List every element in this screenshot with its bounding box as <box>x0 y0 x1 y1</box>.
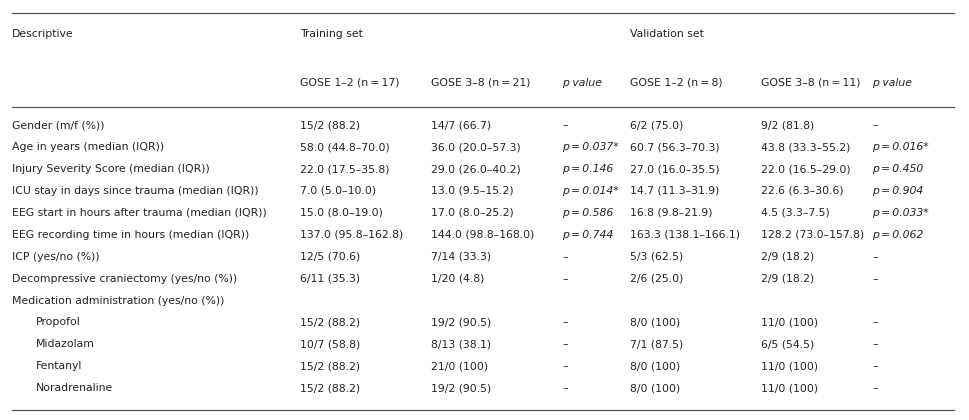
Text: EEG start in hours after trauma (median (IQR)): EEG start in hours after trauma (median … <box>12 208 266 218</box>
Text: 7.0 (5.0–10.0): 7.0 (5.0–10.0) <box>300 186 377 196</box>
Text: GOSE 3–8 (n = 11): GOSE 3–8 (n = 11) <box>761 78 860 88</box>
Text: 163.3 (138.1–166.1): 163.3 (138.1–166.1) <box>630 230 740 240</box>
Text: Noradrenaline: Noradrenaline <box>36 383 113 393</box>
Text: Medication administration (yes/no (%)): Medication administration (yes/no (%)) <box>12 296 224 306</box>
Text: p = 0.586: p = 0.586 <box>562 208 613 218</box>
Text: Descriptive: Descriptive <box>12 29 74 39</box>
Text: 22.6 (6.3–30.6): 22.6 (6.3–30.6) <box>761 186 843 196</box>
Text: 22.0 (17.5–35.8): 22.0 (17.5–35.8) <box>300 164 390 174</box>
Text: 128.2 (73.0–157.8): 128.2 (73.0–157.8) <box>761 230 864 240</box>
Text: 17.0 (8.0–25.2): 17.0 (8.0–25.2) <box>431 208 514 218</box>
Text: 11/0 (100): 11/0 (100) <box>761 318 818 328</box>
Text: p = 0.033*: p = 0.033* <box>872 208 929 218</box>
Text: 10/7 (58.8): 10/7 (58.8) <box>300 339 360 349</box>
Text: 11/0 (100): 11/0 (100) <box>761 383 818 393</box>
Text: 8/0 (100): 8/0 (100) <box>630 318 680 328</box>
Text: 43.8 (33.3–55.2): 43.8 (33.3–55.2) <box>761 142 850 152</box>
Text: 60.7 (56.3–70.3): 60.7 (56.3–70.3) <box>630 142 719 152</box>
Text: 15/2 (88.2): 15/2 (88.2) <box>300 318 360 328</box>
Text: 5/3 (62.5): 5/3 (62.5) <box>630 252 683 262</box>
Text: 27.0 (16.0–35.5): 27.0 (16.0–35.5) <box>630 164 719 174</box>
Text: 15/2 (88.2): 15/2 (88.2) <box>300 120 360 130</box>
Text: –: – <box>872 274 878 284</box>
Text: 15.0 (8.0–19.0): 15.0 (8.0–19.0) <box>300 208 384 218</box>
Text: p = 0.450: p = 0.450 <box>872 164 923 174</box>
Text: 144.0 (98.8–168.0): 144.0 (98.8–168.0) <box>431 230 535 240</box>
Text: p = 0.744: p = 0.744 <box>562 230 613 240</box>
Text: –: – <box>562 318 568 328</box>
Text: Decompressive craniectomy (yes/no (%)): Decompressive craniectomy (yes/no (%)) <box>12 274 236 284</box>
Text: 2/6 (25.0): 2/6 (25.0) <box>630 274 683 284</box>
Text: Validation set: Validation set <box>630 29 703 39</box>
Text: –: – <box>562 120 568 130</box>
Text: 14/7 (66.7): 14/7 (66.7) <box>431 120 491 130</box>
Text: GOSE 1–2 (n = 8): GOSE 1–2 (n = 8) <box>630 78 723 88</box>
Text: GOSE 3–8 (n = 21): GOSE 3–8 (n = 21) <box>431 78 531 88</box>
Text: p = 0.014*: p = 0.014* <box>562 186 619 196</box>
Text: 13.0 (9.5–15.2): 13.0 (9.5–15.2) <box>431 186 514 196</box>
Text: 19/2 (90.5): 19/2 (90.5) <box>431 318 491 328</box>
Text: 6/11 (35.3): 6/11 (35.3) <box>300 274 360 284</box>
Text: Midazolam: Midazolam <box>36 339 95 349</box>
Text: –: – <box>872 252 878 262</box>
Text: p value: p value <box>872 78 912 88</box>
Text: EEG recording time in hours (median (IQR)): EEG recording time in hours (median (IQR… <box>12 230 249 240</box>
Text: Gender (m/f (%)): Gender (m/f (%)) <box>12 120 104 130</box>
Text: 4.5 (3.3–7.5): 4.5 (3.3–7.5) <box>761 208 829 218</box>
Text: 58.0 (44.8–70.0): 58.0 (44.8–70.0) <box>300 142 391 152</box>
Text: –: – <box>872 339 878 349</box>
Text: p value: p value <box>562 78 602 88</box>
Text: –: – <box>872 318 878 328</box>
Text: 36.0 (20.0–57.3): 36.0 (20.0–57.3) <box>431 142 521 152</box>
Text: 6/2 (75.0): 6/2 (75.0) <box>630 120 683 130</box>
Text: ICP (yes/no (%)): ICP (yes/no (%)) <box>12 252 99 262</box>
Text: –: – <box>562 339 568 349</box>
Text: 137.0 (95.8–162.8): 137.0 (95.8–162.8) <box>300 230 404 240</box>
Text: 29.0 (26.0–40.2): 29.0 (26.0–40.2) <box>431 164 521 174</box>
Text: 7/1 (87.5): 7/1 (87.5) <box>630 339 683 349</box>
Text: –: – <box>562 252 568 262</box>
Text: –: – <box>872 383 878 393</box>
Text: 8/0 (100): 8/0 (100) <box>630 383 680 393</box>
Text: p = 0.146: p = 0.146 <box>562 164 613 174</box>
Text: 11/0 (100): 11/0 (100) <box>761 361 818 371</box>
Text: 2/9 (18.2): 2/9 (18.2) <box>761 252 814 262</box>
Text: 16.8 (9.8–21.9): 16.8 (9.8–21.9) <box>630 208 712 218</box>
Text: –: – <box>872 361 878 371</box>
Text: 8/0 (100): 8/0 (100) <box>630 361 680 371</box>
Text: ICU stay in days since trauma (median (IQR)): ICU stay in days since trauma (median (I… <box>12 186 259 196</box>
Text: –: – <box>872 120 878 130</box>
Text: p = 0.016*: p = 0.016* <box>872 142 929 152</box>
Text: Training set: Training set <box>300 29 363 39</box>
Text: Fentanyl: Fentanyl <box>36 361 82 371</box>
Text: 9/2 (81.8): 9/2 (81.8) <box>761 120 814 130</box>
Text: 7/14 (33.3): 7/14 (33.3) <box>431 252 491 262</box>
Text: –: – <box>562 383 568 393</box>
Text: GOSE 1–2 (n = 17): GOSE 1–2 (n = 17) <box>300 78 400 88</box>
Text: 19/2 (90.5): 19/2 (90.5) <box>431 383 491 393</box>
Text: p = 0.062: p = 0.062 <box>872 230 923 240</box>
Text: 8/13 (38.1): 8/13 (38.1) <box>431 339 491 349</box>
Text: 15/2 (88.2): 15/2 (88.2) <box>300 361 360 371</box>
Text: 14.7 (11.3–31.9): 14.7 (11.3–31.9) <box>630 186 719 196</box>
Text: 15/2 (88.2): 15/2 (88.2) <box>300 383 360 393</box>
Text: 6/5 (54.5): 6/5 (54.5) <box>761 339 814 349</box>
Text: 21/0 (100): 21/0 (100) <box>431 361 488 371</box>
Text: 12/5 (70.6): 12/5 (70.6) <box>300 252 360 262</box>
Text: Propofol: Propofol <box>36 318 80 328</box>
Text: –: – <box>562 361 568 371</box>
Text: 22.0 (16.5–29.0): 22.0 (16.5–29.0) <box>761 164 850 174</box>
Text: 1/20 (4.8): 1/20 (4.8) <box>431 274 484 284</box>
Text: p = 0.037*: p = 0.037* <box>562 142 619 152</box>
Text: Injury Severity Score (median (IQR)): Injury Severity Score (median (IQR)) <box>12 164 209 174</box>
Text: Age in years (median (IQR)): Age in years (median (IQR)) <box>12 142 164 152</box>
Text: –: – <box>562 274 568 284</box>
Text: 2/9 (18.2): 2/9 (18.2) <box>761 274 814 284</box>
Text: p = 0.904: p = 0.904 <box>872 186 923 196</box>
